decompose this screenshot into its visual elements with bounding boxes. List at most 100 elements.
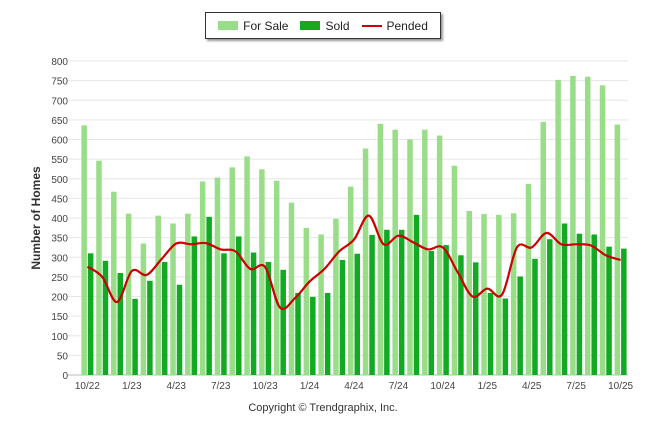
bar-sold <box>132 298 138 375</box>
x-tick-label: 4/25 <box>522 381 542 392</box>
legend: For Sale Sold Pended <box>205 12 441 39</box>
x-tick-label: 7/25 <box>566 381 586 392</box>
y-tick-label: 100 <box>51 332 68 343</box>
x-tick-label: 1/23 <box>122 381 142 392</box>
bar-sold <box>517 276 523 375</box>
bar-for-sale <box>614 124 621 376</box>
bar-for-sale <box>422 129 428 375</box>
bar-for-sale <box>81 125 87 376</box>
bar-for-sale <box>510 213 517 375</box>
bar-for-sale <box>525 183 532 375</box>
sold-swatch <box>300 21 321 30</box>
bar-sold <box>591 234 597 375</box>
y-tick-label: 350 <box>51 234 68 245</box>
bar-sold <box>458 255 464 375</box>
bar-for-sale <box>273 180 280 375</box>
x-tick-label: 1/24 <box>300 381 320 392</box>
bar-for-sale <box>111 191 117 375</box>
bar-for-sale <box>392 129 398 375</box>
y-tick-label: 400 <box>51 214 68 225</box>
bar-sold <box>354 253 360 375</box>
bar-sold <box>384 229 390 375</box>
bar-sold <box>502 298 509 375</box>
bar-sold <box>176 284 183 375</box>
bar-for-sale <box>436 135 443 375</box>
for-sale-swatch <box>218 21 239 30</box>
bar-for-sale <box>185 213 191 375</box>
bar-for-sale <box>362 148 369 375</box>
bar-for-sale <box>288 202 295 375</box>
bar-for-sale <box>170 223 176 375</box>
bar-for-sale <box>407 139 413 375</box>
y-tick-label: 450 <box>51 194 68 205</box>
pended-line <box>86 214 621 310</box>
bar-for-sale <box>318 234 324 375</box>
bar-for-sale <box>496 214 502 375</box>
bar-sold <box>576 233 583 375</box>
copyright: Copyright © Trendgraphix, Inc. <box>248 402 398 414</box>
bar-sold <box>310 296 316 375</box>
y-tick-label: 250 <box>51 273 68 284</box>
x-tick-label: 7/23 <box>211 381 231 392</box>
legend-label: Pended <box>386 18 428 33</box>
bar-sold <box>147 280 153 375</box>
pended-swatch <box>361 24 382 27</box>
bar-sold <box>606 246 612 375</box>
bar-sold <box>161 261 168 375</box>
bar-sold <box>87 253 94 375</box>
bar-for-sale <box>451 165 458 375</box>
bar-sold <box>621 248 627 375</box>
bar-sold <box>324 292 331 375</box>
bar-sold <box>398 229 405 375</box>
bar-for-sale <box>555 79 561 375</box>
bar-sold <box>191 236 198 375</box>
legend-item-pended[interactable]: Pended <box>361 18 428 33</box>
legend-item-for-sale[interactable]: For Sale <box>218 19 288 33</box>
legend-item-sold[interactable]: Sold <box>300 18 350 33</box>
y-tick-label: 500 <box>51 175 68 186</box>
y-axis-label: Number of Homes <box>29 166 43 270</box>
bar-for-sale <box>599 85 606 376</box>
y-tick-label: 600 <box>51 136 68 147</box>
x-tick-label: 10/22 <box>75 381 100 392</box>
x-tick-label: 10/24 <box>430 381 455 392</box>
bar-for-sale <box>570 75 576 375</box>
bar-for-sale <box>199 181 206 375</box>
bar-sold <box>561 223 568 375</box>
bar-sold <box>487 292 494 375</box>
x-tick-label: 7/24 <box>389 381 409 392</box>
y-tick-label: 200 <box>51 293 68 304</box>
bar-sold <box>206 216 212 375</box>
plot-area: 0 50 100 150 200 250 300 350 400 450 500 550 600 650 7… <box>29 57 634 392</box>
legend-label: Sold <box>325 18 350 33</box>
y-tick-label: 650 <box>51 116 68 127</box>
y-tick-label: 800 <box>51 57 68 68</box>
bar-sold <box>236 236 242 375</box>
legend-label: For Sale <box>243 18 289 33</box>
x-tick-label: 4/23 <box>167 381 187 392</box>
x-tick-label: 10/23 <box>253 381 278 392</box>
bar-sold <box>221 253 227 375</box>
bar-for-sale <box>303 227 310 375</box>
bar-for-sale <box>229 167 236 375</box>
x-tick-label: 10/25 <box>608 381 633 392</box>
bar-sold <box>428 250 435 375</box>
bar-sold <box>547 239 553 375</box>
bar-sold <box>117 272 124 375</box>
y-tick-label: 50 <box>57 351 69 362</box>
bar-for-sale <box>125 213 132 375</box>
bar-for-sale <box>140 243 147 375</box>
y-tick-label: 750 <box>51 77 68 88</box>
bar-sold <box>265 261 272 375</box>
bar-for-sale <box>155 215 161 375</box>
y-tick-label: 0 <box>62 371 68 382</box>
bar-for-sale <box>259 169 265 375</box>
bar-sold <box>102 260 109 375</box>
bar-for-sale <box>481 214 487 375</box>
bar-sold <box>280 269 286 375</box>
bar-for-sale <box>333 218 339 375</box>
bar-sold <box>532 258 538 375</box>
bar-sold <box>339 259 346 375</box>
y-tick-label: 550 <box>51 155 68 166</box>
